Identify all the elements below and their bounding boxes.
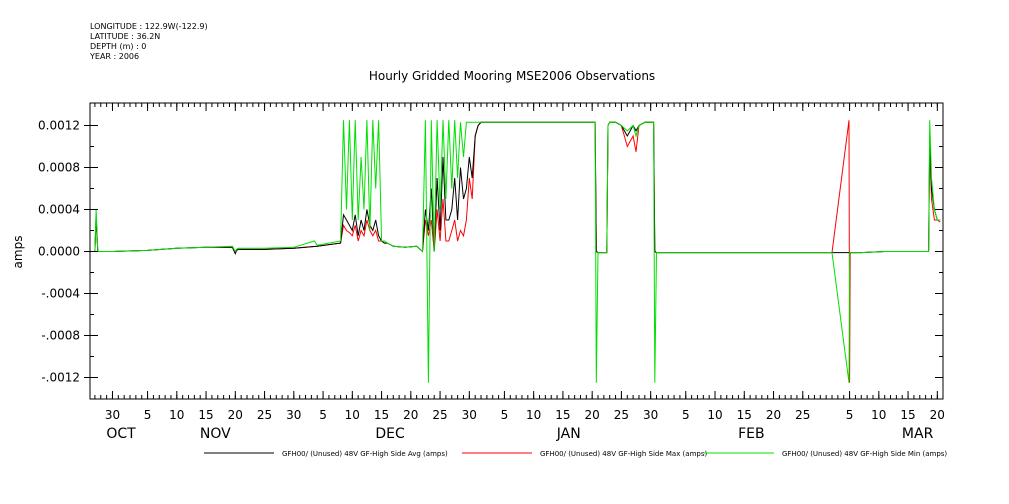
- x-tick-label: 15: [900, 408, 915, 422]
- y-tick-label: -.0004: [41, 287, 80, 301]
- year-label: YEAR : 2006: [90, 52, 140, 61]
- x-tick-label: 20: [228, 408, 243, 422]
- y-tick-label: -.0008: [41, 329, 80, 343]
- x-tick-label: 30: [462, 408, 477, 422]
- month-label: OCT: [106, 426, 136, 442]
- x-tick-label: 25: [795, 408, 810, 422]
- latitude-label: LATITUDE : 36.2N: [90, 32, 161, 41]
- x-tick-label: 5: [501, 408, 509, 422]
- y-tick-label: 0.0008: [38, 161, 80, 175]
- x-tick-label: 10: [526, 408, 541, 422]
- month-label: DEC: [375, 426, 405, 442]
- x-tick-label: 15: [555, 408, 570, 422]
- x-tick-label: 20: [930, 408, 945, 422]
- x-tick-label: 15: [198, 408, 213, 422]
- y-tick-label: 0.0012: [38, 119, 80, 133]
- x-tick-label: 20: [585, 408, 600, 422]
- mooring-metadata: LONGITUDE : 122.9W(-122.9) LATITUDE : 36…: [90, 22, 208, 62]
- y-tick-label: -.0012: [41, 371, 80, 385]
- x-tick-label: 25: [432, 408, 447, 422]
- x-tick-label: 5: [846, 408, 854, 422]
- x-tick-label: 15: [374, 408, 389, 422]
- depth-label: DEPTH (m) : 0: [90, 42, 147, 51]
- x-tick-label: 30: [286, 408, 301, 422]
- axes-layer: 30 5 10 15 20 25 30 5 10 15 20 25 30 5 10 15 20 25 30 5 10 15…: [38, 103, 945, 442]
- y-tick-label: 0.0000: [38, 245, 80, 259]
- y-axis-label: amps: [11, 236, 25, 269]
- series-line-1: [94, 120, 941, 383]
- x-tick-label: 15: [737, 408, 752, 422]
- month-label: NOV: [200, 426, 231, 442]
- legend-label: GFH00/ (Unused) 48V GF-High Side Avg (am…: [282, 450, 448, 458]
- month-label: MAR: [902, 426, 934, 442]
- x-tick-label: 25: [257, 408, 272, 422]
- legend-label: GFH00/ (Unused) 48V GF-High Side Max (am…: [540, 450, 707, 458]
- x-tick-label: 5: [319, 408, 327, 422]
- month-label: FEB: [738, 426, 765, 442]
- series-line-0: [94, 121, 941, 255]
- series-line-2: [94, 120, 941, 383]
- y-tick-label: 0.0004: [38, 203, 80, 217]
- x-tick-label: 10: [871, 408, 886, 422]
- legend-label: GFH00/ (Unused) 48V GF-High Side Min (am…: [782, 450, 947, 458]
- plot-frame: [89, 102, 944, 400]
- month-label: JAN: [556, 426, 581, 442]
- x-tick-label: 30: [105, 408, 120, 422]
- legend: GFH00/ (Unused) 48V GF-High Side Avg (am…: [204, 450, 947, 458]
- chart-title: Hourly Gridded Mooring MSE2006 Observati…: [369, 69, 655, 83]
- x-tick-label: 5: [144, 408, 152, 422]
- longitude-label: LONGITUDE : 122.9W(-122.9): [90, 22, 208, 31]
- x-tick-label: 10: [169, 408, 184, 422]
- x-tick-label: 10: [707, 408, 722, 422]
- x-tick-label: 5: [682, 408, 690, 422]
- x-tick-label: 25: [614, 408, 629, 422]
- x-tick-label: 20: [766, 408, 781, 422]
- series-layer: [94, 120, 941, 383]
- x-tick-label: 20: [403, 408, 418, 422]
- x-tick-label: 30: [643, 408, 658, 422]
- x-tick-label: 10: [345, 408, 360, 422]
